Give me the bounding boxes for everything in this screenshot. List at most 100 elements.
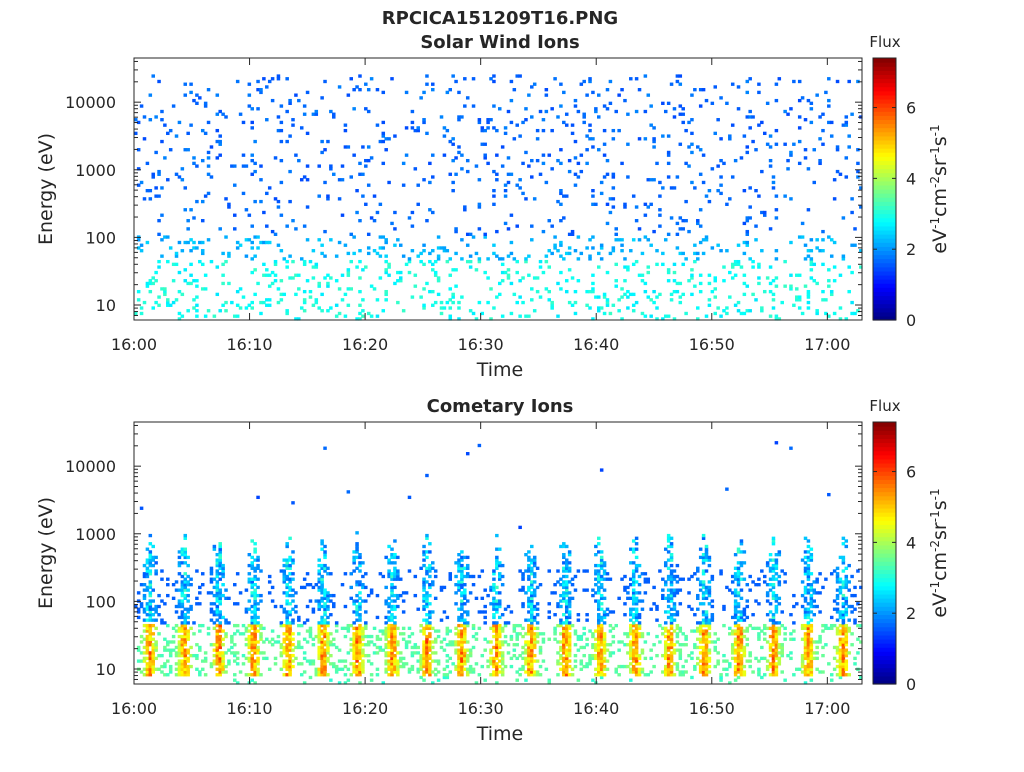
heatmap-cell bbox=[612, 205, 616, 208]
colorbar-swatch bbox=[873, 259, 896, 264]
heatmap-cell bbox=[440, 619, 444, 622]
heatmap-cell bbox=[518, 186, 522, 189]
heatmap-cell bbox=[157, 605, 161, 608]
heatmap-cell bbox=[256, 556, 260, 559]
heatmap-cell bbox=[679, 627, 683, 630]
heatmap-cell bbox=[632, 309, 636, 312]
heatmap-cell bbox=[364, 265, 368, 268]
heatmap-cell bbox=[344, 635, 348, 638]
heatmap-cell bbox=[274, 605, 278, 608]
heatmap-cell bbox=[699, 148, 703, 151]
heatmap-cell bbox=[603, 673, 607, 676]
heatmap-cell bbox=[711, 605, 715, 608]
heatmap-cell bbox=[341, 214, 345, 217]
heatmap-cell bbox=[807, 208, 811, 211]
heatmap-cell bbox=[323, 80, 327, 83]
heatmap-cell bbox=[189, 208, 193, 211]
heatmap-cell bbox=[338, 85, 342, 88]
heatmap-cell bbox=[746, 599, 750, 602]
heatmap-cell bbox=[201, 263, 205, 266]
heatmap-cell bbox=[769, 164, 773, 167]
heatmap-cell bbox=[434, 651, 438, 654]
heatmap-cell bbox=[789, 447, 793, 450]
heatmap-cell bbox=[743, 134, 747, 137]
heatmap-cell bbox=[364, 203, 368, 206]
heatmap-cell bbox=[306, 279, 310, 282]
heatmap-cell bbox=[571, 230, 575, 233]
heatmap-cell bbox=[533, 83, 537, 86]
heatmap-cell bbox=[743, 561, 747, 564]
heatmap-cell bbox=[719, 315, 723, 318]
heatmap-cell bbox=[760, 249, 764, 252]
heatmap-cell bbox=[673, 602, 677, 605]
heatmap-cell bbox=[565, 113, 569, 116]
heatmap-cell bbox=[536, 159, 540, 162]
heatmap-cell bbox=[259, 594, 263, 597]
heatmap-cell bbox=[154, 115, 158, 118]
heatmap-cell bbox=[568, 632, 572, 635]
heatmap-cell bbox=[285, 224, 289, 227]
heatmap-cell bbox=[347, 490, 351, 493]
heatmap-cell bbox=[157, 194, 161, 197]
heatmap-cell bbox=[143, 115, 147, 118]
heatmap-cell bbox=[451, 301, 455, 304]
heatmap-cell bbox=[719, 96, 723, 99]
heatmap-cell bbox=[242, 121, 246, 124]
heatmap-cell bbox=[728, 197, 732, 200]
colorbar-swatch bbox=[873, 128, 896, 133]
heatmap-cell bbox=[629, 679, 633, 682]
heatmap-cell bbox=[431, 154, 435, 157]
heatmap-cell bbox=[743, 252, 747, 255]
heatmap-cell bbox=[472, 312, 476, 315]
heatmap-cell bbox=[239, 244, 243, 247]
heatmap-cell bbox=[699, 282, 703, 285]
heatmap-cell bbox=[644, 640, 648, 643]
heatmap-cell bbox=[513, 137, 517, 140]
heatmap-cell bbox=[716, 118, 720, 121]
heatmap-cell bbox=[748, 186, 752, 189]
heatmap-cell bbox=[649, 315, 653, 318]
heatmap-cell bbox=[827, 99, 831, 102]
heatmap-cell bbox=[486, 162, 490, 165]
heatmap-cell bbox=[437, 629, 441, 632]
heatmap-cell bbox=[716, 651, 720, 654]
heatmap-cell bbox=[312, 608, 316, 611]
heatmap-cell bbox=[149, 93, 153, 96]
heatmap-cell bbox=[309, 676, 313, 679]
heatmap-cell bbox=[626, 175, 630, 178]
heatmap-cell bbox=[515, 271, 519, 274]
heatmap-cell bbox=[798, 80, 802, 83]
heatmap-cell bbox=[647, 238, 651, 241]
heatmap-cell bbox=[443, 306, 447, 309]
heatmap-cell bbox=[652, 178, 656, 181]
heatmap-cell bbox=[154, 279, 158, 282]
heatmap-cell bbox=[189, 83, 193, 86]
heatmap-cell bbox=[585, 93, 589, 96]
heatmap-cell bbox=[815, 282, 819, 285]
heatmap-cell bbox=[754, 298, 758, 301]
heatmap-cell bbox=[533, 580, 537, 583]
heatmap-cell bbox=[815, 309, 819, 312]
heatmap-cell bbox=[349, 586, 353, 589]
heatmap-cell bbox=[833, 178, 837, 181]
heatmap-cell bbox=[769, 134, 773, 137]
heatmap-cell bbox=[696, 608, 700, 611]
heatmap-cell bbox=[364, 610, 368, 613]
heatmap-cell bbox=[483, 610, 487, 613]
heatmap-cell bbox=[673, 569, 677, 572]
heatmap-cell bbox=[449, 306, 453, 309]
heatmap-cell bbox=[617, 597, 621, 600]
heatmap-cell bbox=[612, 173, 616, 176]
heatmap-cell bbox=[687, 230, 691, 233]
heatmap-cell bbox=[428, 575, 432, 578]
heatmap-cell bbox=[303, 309, 307, 312]
heatmap-cell bbox=[149, 189, 153, 192]
heatmap-cell bbox=[306, 238, 310, 241]
heatmap-cell bbox=[416, 184, 420, 187]
heatmap-cell bbox=[699, 548, 703, 551]
heatmap-cell bbox=[213, 545, 217, 548]
heatmap-cell bbox=[775, 441, 779, 444]
heatmap-cell bbox=[847, 265, 851, 268]
heatmap-cell bbox=[291, 219, 295, 222]
heatmap-cell bbox=[186, 309, 190, 312]
